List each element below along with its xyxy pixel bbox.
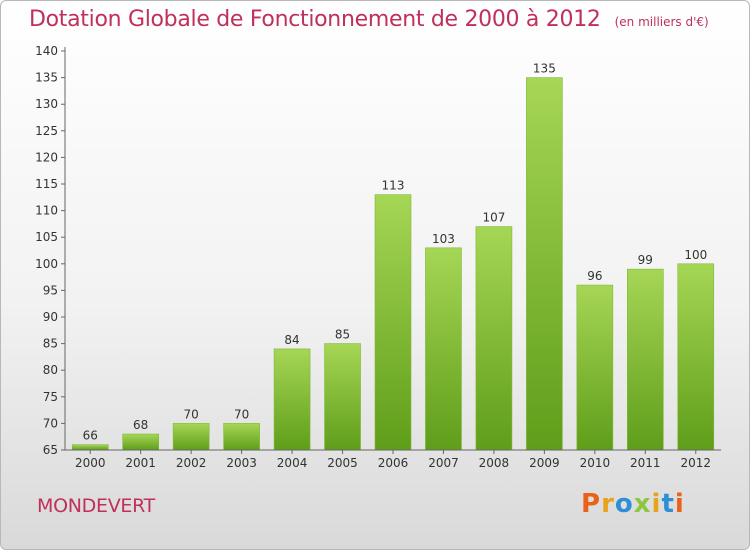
logo-letter: i xyxy=(674,489,685,519)
y-tick-label: 95 xyxy=(43,283,58,297)
y-tick-label: 120 xyxy=(35,150,58,164)
logo-letter: r xyxy=(601,489,615,519)
chart-unit: (en milliers d'€) xyxy=(614,15,709,29)
x-tick-label-2002: 2002 xyxy=(176,456,207,470)
chart-title: Dotation Globale de Fonctionnement de 20… xyxy=(29,7,709,32)
logo-letter: x xyxy=(633,489,652,519)
x-tick-label-2011: 2011 xyxy=(630,456,661,470)
x-tick-label-2008: 2008 xyxy=(479,456,510,470)
y-tick-label: 115 xyxy=(35,177,58,191)
logo-letter: t xyxy=(661,489,675,519)
logo-letter: P xyxy=(581,489,602,519)
y-axis: 65 70 75 80 85 90 95 100 105 110 115 120 125 130 135 14… xyxy=(35,44,66,457)
bars: 66 68 70 70 84 85 113 103 107 135 96 99 100 xyxy=(71,62,715,451)
x-tick-label-2004: 2004 xyxy=(277,456,308,470)
value-label-2003: 70 xyxy=(234,407,249,421)
y-tick-label: 75 xyxy=(43,390,58,404)
y-tick-label: 105 xyxy=(35,230,58,244)
y-tick-label: 125 xyxy=(35,124,58,138)
bar-2003 xyxy=(223,423,260,451)
value-label-2001: 68 xyxy=(133,418,148,432)
y-tick-label: 80 xyxy=(43,363,58,377)
x-tick-label-2006: 2006 xyxy=(378,456,409,470)
bar-2007 xyxy=(425,247,462,451)
y-tick-label: 135 xyxy=(35,71,58,85)
y-tick-label: 100 xyxy=(35,257,58,271)
bar-2001 xyxy=(122,433,159,451)
logo-letter: i xyxy=(651,489,662,519)
proxiti-logo: Proxiti xyxy=(581,489,685,519)
y-tick-label: 140 xyxy=(35,44,58,58)
x-tick-label-2012: 2012 xyxy=(680,456,711,470)
value-label-2012: 100 xyxy=(684,248,707,262)
x-tick-label-2007: 2007 xyxy=(428,456,459,470)
commune-name: MONDEVERT xyxy=(37,495,155,517)
bar-2012 xyxy=(677,263,715,451)
bar-2000 xyxy=(71,444,109,451)
value-label-2011: 99 xyxy=(638,253,653,267)
value-label-2010: 96 xyxy=(587,269,602,283)
bar-2004 xyxy=(273,348,311,451)
x-tick-label-2005: 2005 xyxy=(327,456,358,470)
bar-2008 xyxy=(475,226,513,451)
value-label-2005: 85 xyxy=(335,328,350,342)
y-tick-label: 85 xyxy=(43,337,58,351)
bar-2010 xyxy=(576,284,614,451)
value-label-2000: 66 xyxy=(83,429,98,443)
value-label-2002: 70 xyxy=(184,407,199,421)
y-tick-label: 90 xyxy=(43,310,58,324)
value-label-2008: 107 xyxy=(482,211,505,225)
x-tick-label-2001: 2001 xyxy=(125,456,156,470)
logo-letter: o xyxy=(614,489,634,519)
bar-2006 xyxy=(374,194,412,451)
x-tick-label-2009: 2009 xyxy=(529,456,560,470)
y-tick-label: 110 xyxy=(35,204,58,218)
value-label-2004: 84 xyxy=(284,333,299,347)
chart-title-text: Dotation Globale de Fonctionnement de 20… xyxy=(29,7,601,32)
bar-2009 xyxy=(526,77,563,451)
x-tick-label-2000: 2000 xyxy=(75,456,106,470)
x-axis: 2000 2001 2002 2003 2004 2005 2006 2007 2008 2009… xyxy=(65,449,721,470)
bar-2011 xyxy=(627,268,664,451)
x-tick-label-2010: 2010 xyxy=(580,456,611,470)
bar-2002 xyxy=(172,423,210,451)
value-label-2006: 113 xyxy=(382,179,405,193)
x-tick-label-2003: 2003 xyxy=(226,456,257,470)
bar-2005 xyxy=(324,343,361,451)
y-tick-label: 130 xyxy=(35,97,58,111)
y-tick-label: 65 xyxy=(43,443,58,457)
value-label-2007: 103 xyxy=(432,232,455,246)
y-tick-label: 70 xyxy=(43,416,58,430)
value-label-2009: 135 xyxy=(533,62,556,76)
